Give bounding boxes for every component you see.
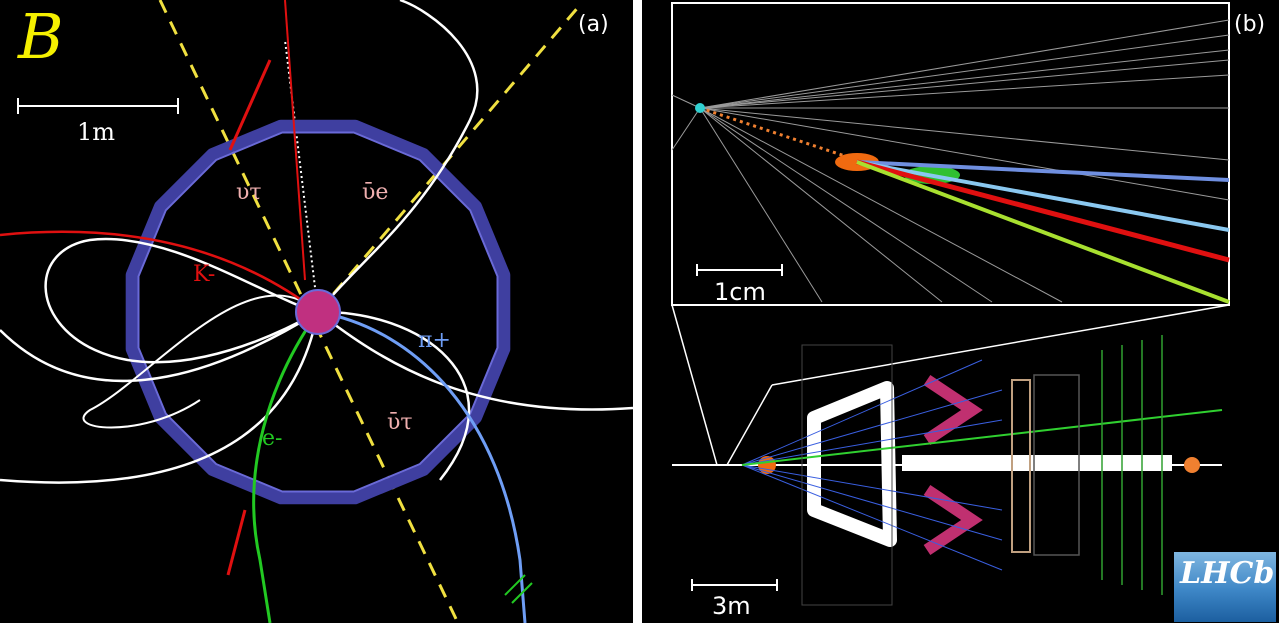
label-nu-tau: υτ — [236, 180, 262, 205]
tracks-bundle — [741, 359, 1003, 571]
red-segment-2 — [226, 509, 247, 576]
calorimeter-b — [1011, 379, 1031, 553]
scale-label-1cm: 1cm — [714, 278, 766, 306]
muon-station — [1033, 374, 1080, 556]
track-5 — [317, 310, 471, 481]
primary-vertex — [695, 103, 705, 113]
panel-label-a: (a) — [578, 12, 609, 37]
event-display-a: (a) B 1m υτ ῡe K- π+ e- ῡτ — [0, 0, 633, 623]
velo — [758, 456, 776, 474]
pion-track — [317, 310, 527, 623]
inset-tracks — [671, 19, 1230, 303]
dotted-track — [284, 39, 319, 313]
red-track-top — [284, 0, 306, 281]
label-nu-e-bar: ῡe — [362, 180, 389, 205]
muon-end — [1184, 457, 1200, 473]
belle-logo: B — [18, 0, 64, 73]
track-7 — [82, 294, 319, 429]
track-red — [856, 159, 1230, 263]
track-lightblue — [856, 160, 1230, 232]
beam-pipe — [902, 455, 1172, 471]
tracker-frame — [801, 344, 893, 606]
track-4 — [317, 311, 633, 411]
track-lime — [856, 160, 1230, 304]
track-2 — [44, 237, 319, 364]
vertex-blob — [295, 289, 341, 335]
red-segment-1 — [228, 59, 272, 151]
kaon-track — [0, 230, 319, 313]
muon-planes — [1101, 335, 1163, 595]
lhcb-logo: LHCb — [1174, 552, 1276, 622]
track-blue — [856, 160, 1230, 182]
event-display-b: (b) 1cm 3m LHCb — [642, 0, 1279, 623]
detector-view-a — [0, 0, 633, 623]
label-electron: e- — [262, 426, 283, 451]
label-kaon: K- — [193, 262, 216, 287]
scale-label-3m: 3m — [712, 592, 751, 620]
detector-view-b — [671, 2, 1230, 606]
track-1 — [317, 0, 479, 313]
zoom-inset-frame — [671, 2, 1230, 306]
track-6 — [0, 311, 320, 484]
label-nu-tau-bar: ῡτ — [387, 410, 413, 435]
track-3 — [0, 310, 319, 383]
scale-label-1m: 1m — [77, 118, 116, 146]
panel-label-b: (b) — [1234, 12, 1266, 37]
label-pion: π+ — [418, 328, 451, 353]
magnet — [807, 381, 897, 547]
electron-track — [252, 311, 320, 623]
